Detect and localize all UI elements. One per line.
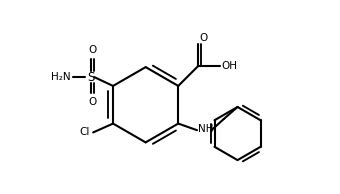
Text: H₂N: H₂N: [51, 72, 71, 82]
Text: NH: NH: [198, 124, 214, 134]
Text: O: O: [88, 45, 96, 55]
Text: O: O: [199, 33, 207, 43]
Text: O: O: [88, 97, 96, 107]
Text: Cl: Cl: [80, 127, 90, 137]
Text: S: S: [87, 71, 95, 84]
Text: OH: OH: [221, 61, 237, 71]
